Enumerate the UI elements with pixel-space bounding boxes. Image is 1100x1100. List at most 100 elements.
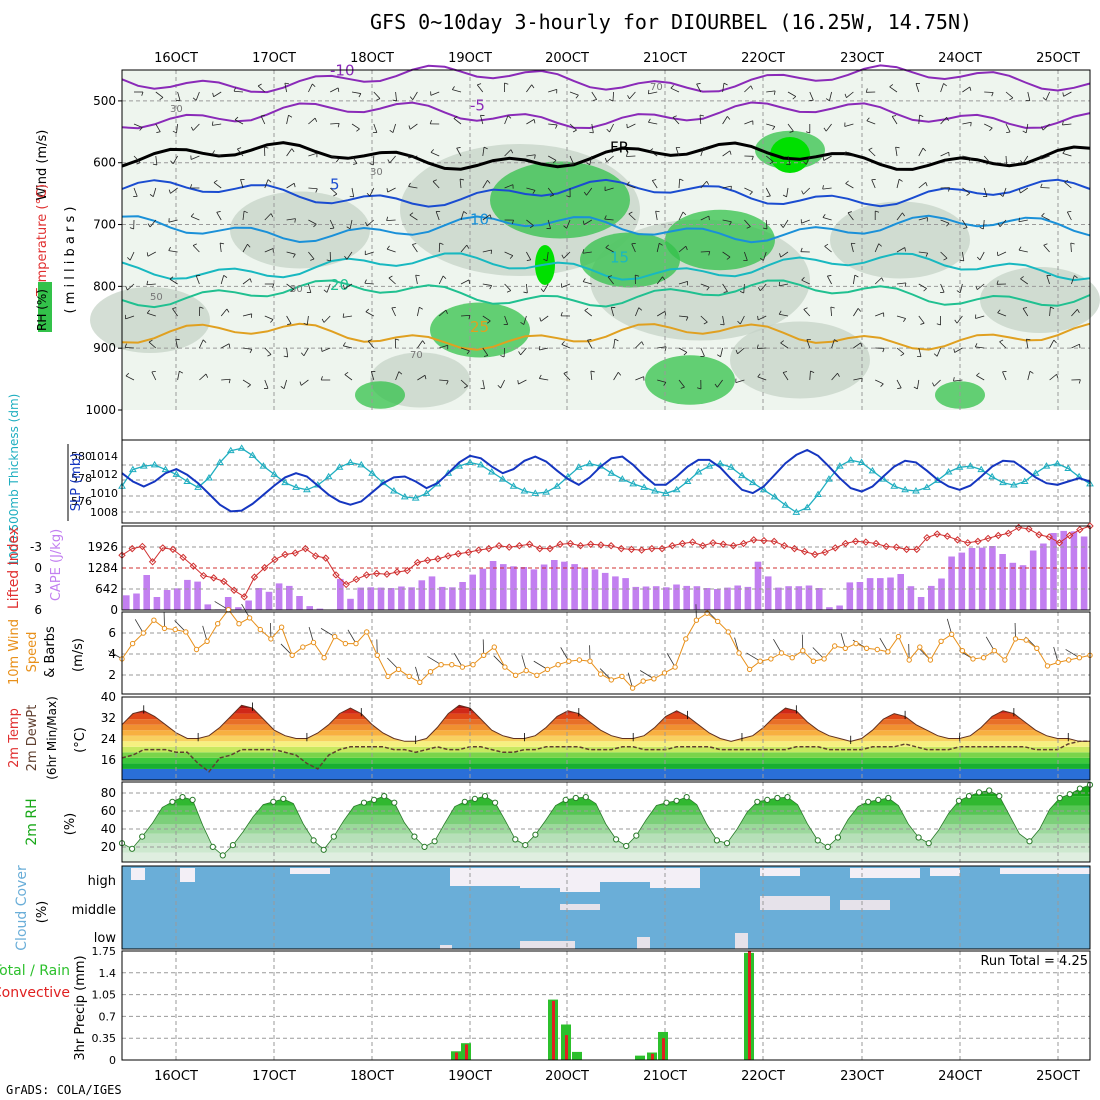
wind-barb [913, 386, 918, 390]
wind-barb [672, 117, 680, 125]
thickness-point [694, 468, 703, 475]
cape-bar [928, 585, 935, 610]
wind-barb [1049, 374, 1057, 381]
thickness-point [226, 446, 235, 454]
wind-barb [482, 283, 492, 286]
wind-barb [430, 91, 440, 96]
rh-shade [645, 355, 735, 405]
wind-speed-point [1076, 655, 1083, 661]
wind-barb [896, 282, 906, 285]
rh-point [572, 794, 579, 802]
cape-bar [184, 579, 191, 610]
lifted-index-point [974, 537, 982, 546]
cape-bar [795, 586, 803, 610]
axis-label-thickness: 1000-500mb Thickness (dm) [7, 394, 21, 567]
wind-barb [638, 307, 643, 311]
lifted-index-point [607, 542, 615, 550]
wind-barb [139, 127, 143, 131]
wind-barb [604, 187, 614, 192]
wind-barb [822, 217, 832, 221]
wind-barb [874, 243, 880, 253]
wind-barb [563, 373, 571, 381]
wind-barb [896, 212, 903, 221]
precip-bar-total [572, 1051, 582, 1060]
wind-speed-point [246, 615, 253, 621]
wind-barb [837, 373, 840, 377]
wind-barb [896, 315, 906, 319]
axis-label-cloud-cover: Cloud Cover [14, 865, 30, 951]
wind-barb [756, 344, 759, 349]
wind-barb [853, 308, 859, 317]
wind-barb [291, 148, 295, 153]
wind-speed-point [183, 629, 189, 635]
wind-barb [280, 386, 285, 389]
x-tick-label-bottom: 18OCT [350, 1069, 394, 1084]
cape-bar [724, 587, 731, 610]
isotherm-label: FR [610, 139, 629, 157]
wind-barb [329, 187, 338, 195]
rh-point [562, 796, 569, 804]
wind-barb [1018, 246, 1022, 251]
wind-barb [125, 372, 130, 377]
wind-barb [237, 147, 242, 150]
wind-speed-point [640, 678, 646, 684]
wind-barb [763, 251, 767, 261]
rh-point [1056, 794, 1063, 802]
wind-barb [148, 341, 157, 349]
wind-barb [460, 379, 468, 387]
rh-shade [230, 191, 370, 269]
rh-point [391, 799, 398, 806]
lifted-index-point [739, 539, 748, 548]
wind-speed-point [459, 664, 466, 670]
cape-bar [224, 597, 232, 610]
wind-barb [902, 212, 905, 217]
lifted-index-point [892, 543, 901, 551]
wind-barb [656, 311, 666, 317]
x-tick-label-bottom: 17OCT [252, 1069, 296, 1084]
wind-barb [999, 341, 1007, 349]
panel-lifted-index-cape: -3 0 3 6 1926 1284 642 0 Lifted Index CAPE (J/kg) [6, 522, 1094, 617]
y-tick-label-slp: 1008 [90, 506, 118, 519]
wind-speed-point [491, 644, 497, 650]
wind-barb [604, 218, 614, 221]
cloud-high-block [760, 868, 800, 876]
wind-barb [860, 342, 863, 347]
wind-speed-point [512, 672, 519, 678]
lifted-index-point [515, 542, 524, 550]
lifted-index-point [851, 537, 860, 546]
wind-speed-point [938, 638, 944, 644]
wind-speed-point [683, 636, 689, 642]
lifted-index-point [444, 552, 452, 560]
wind-barb [999, 193, 1004, 197]
wind-speed-point [161, 625, 168, 632]
y-tick-label-cape: 642 [95, 582, 118, 596]
thickness-point [509, 482, 518, 489]
thickness-point [988, 472, 996, 480]
wind-barb [975, 346, 985, 349]
wind-barb [1002, 187, 1007, 197]
wind-barb [782, 372, 789, 381]
thickness-point [172, 470, 181, 477]
rh-point [189, 796, 196, 804]
wind-barb [750, 85, 753, 90]
wind-barb [1062, 149, 1066, 154]
wind-barb [723, 82, 728, 86]
rh-point [774, 794, 781, 802]
rh-point [663, 799, 670, 806]
lifted-index-point [383, 570, 391, 578]
wind-barb [655, 210, 660, 213]
lifted-index-point [301, 544, 310, 553]
wind-barb [983, 155, 991, 164]
x-tick-label-top: 23OCT [840, 51, 884, 66]
wind-barb [940, 283, 945, 293]
cape-bar [764, 576, 772, 610]
thickness-point [390, 487, 398, 494]
cape-bar [601, 572, 609, 610]
wind-speed-point [895, 633, 902, 640]
wind-barb [1020, 160, 1024, 164]
lifted-index-point [322, 554, 330, 562]
wind-barb [1042, 123, 1050, 131]
wind-speed-point [374, 652, 380, 658]
wind-barb [286, 283, 295, 290]
wind-barb [953, 379, 963, 382]
